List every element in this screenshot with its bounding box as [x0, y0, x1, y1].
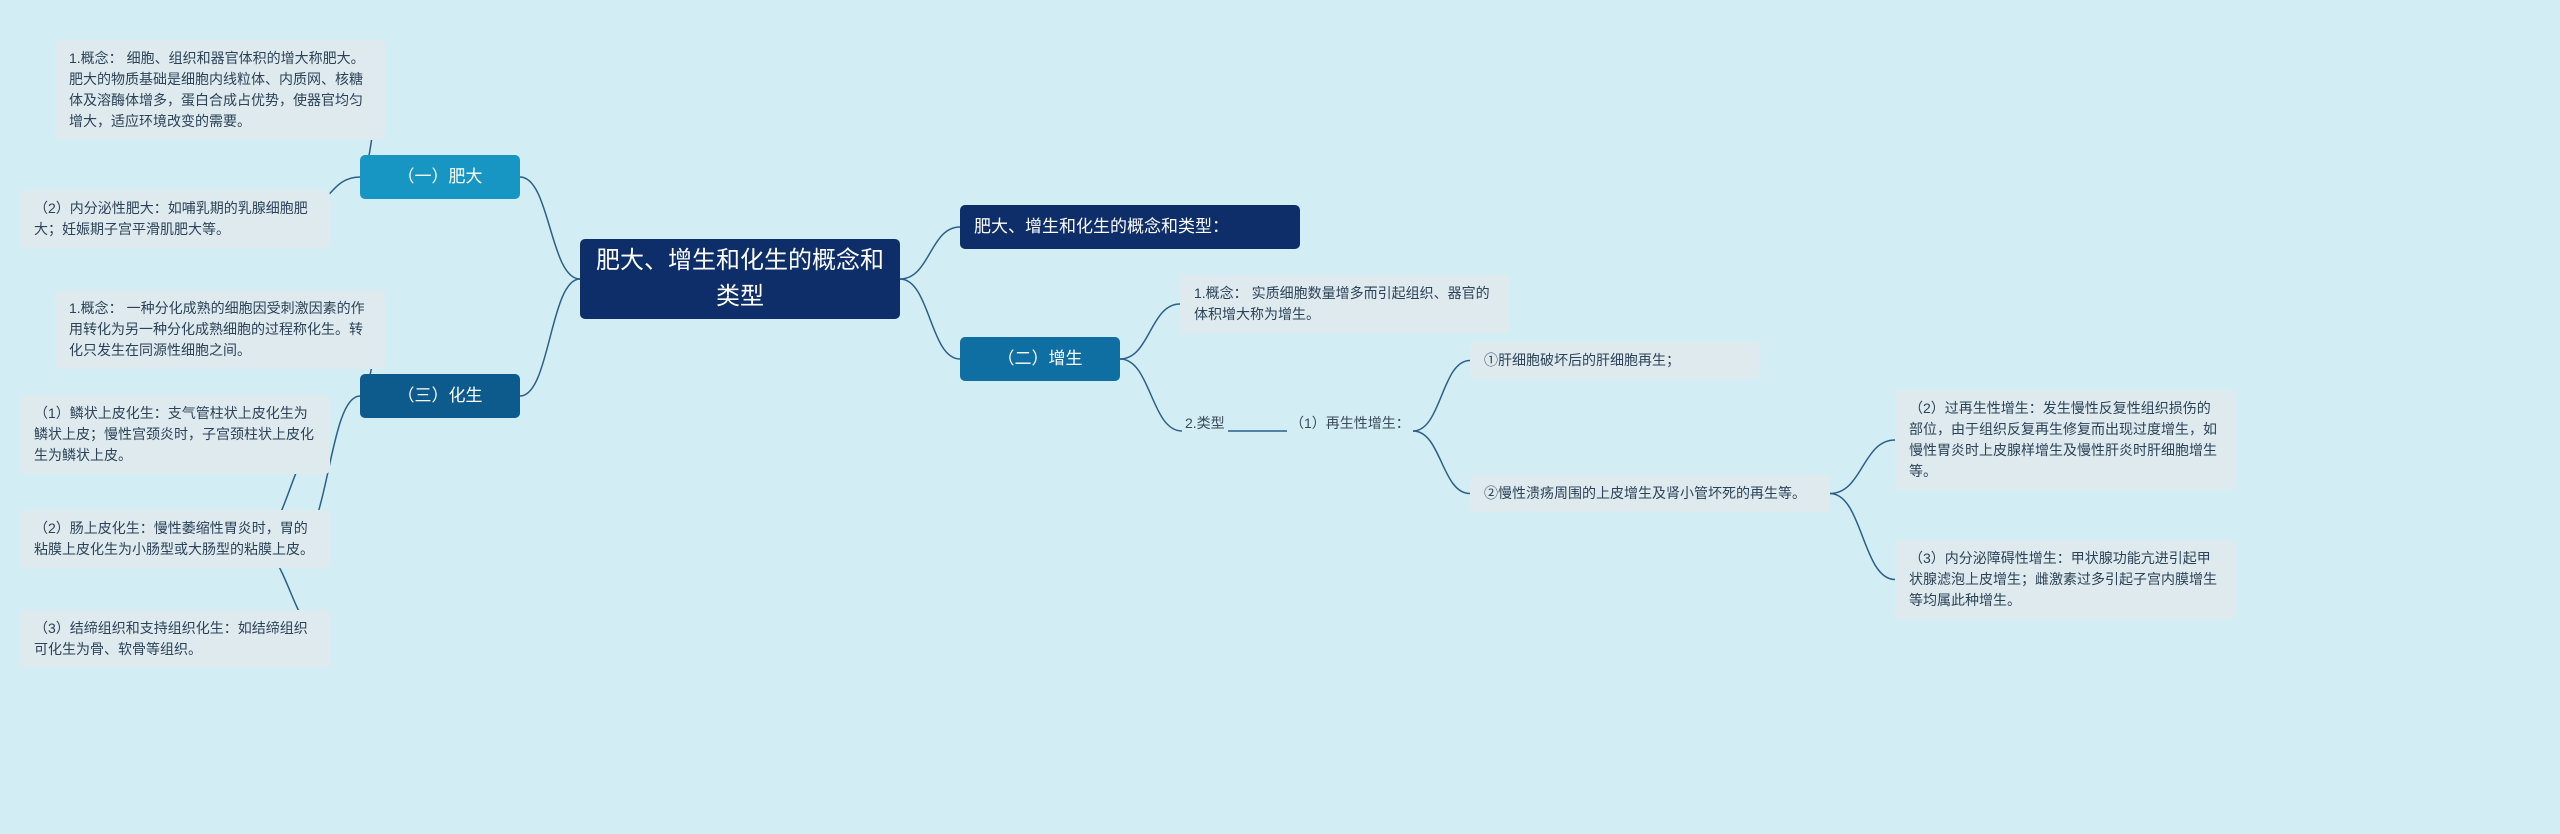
section-1-concept-text: 1.概念： 细胞、组织和器官体积的增大称肥大。肥大的物质基础是细胞内线粒体、内质…: [69, 48, 371, 132]
section-3-concept: 1.概念： 一种分化成熟的细胞因受刺激因素的作用转化为另一种分化成熟细胞的过程称…: [55, 290, 385, 369]
section-2-regen-item1-text: ①肝细胞破坏后的肝细胞再生；: [1484, 350, 1680, 371]
right-title-text: 肥大、增生和化生的概念和类型：: [974, 214, 1229, 240]
section-1-type-endocrine-text: （2）内分泌性肥大：如哺乳期的乳腺细胞肥大；妊娠期子宫平滑肌肥大等。: [34, 198, 316, 240]
root-node: 肥大、增生和化生的概念和类型: [580, 239, 900, 319]
section-2-concept: 1.概念： 实质细胞数量增多而引起组织、器官的体积增大称为增生。: [1180, 275, 1510, 333]
section-2-over-regen: （2）过再生性增生：发生慢性反复性组织损伤的部位，由于组织反复再生修复而出现过度…: [1895, 390, 2235, 490]
section-2-over-regen-text: （2）过再生性增生：发生慢性反复性组织损伤的部位，由于组织反复再生修复而出现过度…: [1909, 398, 2221, 482]
section-2-hyperplasia: （二）增生: [960, 337, 1120, 381]
section-2-title: （二）增生: [998, 346, 1083, 372]
section-2-regen-item2-text: ②慢性溃疡周围的上皮增生及肾小管坏死的再生等。: [1484, 483, 1806, 504]
section-1-title: （一）肥大: [398, 164, 483, 190]
section-1-hypertrophy: （一）肥大: [360, 155, 520, 199]
section-3-type-squamous: （1）鳞状上皮化生：支气管柱状上皮化生为鳞状上皮；慢性宫颈炎时，子宫颈柱状上皮化…: [20, 395, 330, 474]
section-3-title: （三）化生: [398, 383, 483, 409]
root-title: 肥大、增生和化生的概念和类型: [594, 243, 886, 315]
section-2-regen-label: （1）再生性增生：: [1290, 413, 1410, 433]
section-3-type-connective-text: （3）结缔组织和支持组织化生：如结缔组织可化生为骨、软骨等组织。: [34, 618, 316, 660]
section-3-metaplasia: （三）化生: [360, 374, 520, 418]
section-1-type-endocrine: （2）内分泌性肥大：如哺乳期的乳腺细胞肥大；妊娠期子宫平滑肌肥大等。: [20, 190, 330, 248]
section-3-type-intestinal-text: （2）肠上皮化生：慢性萎缩性胃炎时，胃的粘膜上皮化生为小肠型或大肠型的粘膜上皮。: [34, 518, 316, 560]
section-3-type-squamous-text: （1）鳞状上皮化生：支气管柱状上皮化生为鳞状上皮；慢性宫颈炎时，子宫颈柱状上皮化…: [34, 403, 316, 466]
section-2-endocrine-disorder: （3）内分泌障碍性增生：甲状腺功能亢进引起甲状腺滤泡上皮增生；雌激素过多引起子宫…: [1895, 540, 2235, 619]
right-title-box: 肥大、增生和化生的概念和类型：: [960, 205, 1300, 249]
section-3-concept-text: 1.概念： 一种分化成熟的细胞因受刺激因素的作用转化为另一种分化成熟细胞的过程称…: [69, 298, 371, 361]
section-1-concept: 1.概念： 细胞、组织和器官体积的增大称肥大。肥大的物质基础是细胞内线粒体、内质…: [55, 40, 385, 140]
section-3-type-intestinal: （2）肠上皮化生：慢性萎缩性胃炎时，胃的粘膜上皮化生为小肠型或大肠型的粘膜上皮。: [20, 510, 330, 568]
section-2-regen-item2: ②慢性溃疡周围的上皮增生及肾小管坏死的再生等。: [1470, 475, 1830, 512]
section-2-regen-item1: ①肝细胞破坏后的肝细胞再生；: [1470, 342, 1760, 379]
section-2-types-label: 2.类型: [1185, 413, 1225, 433]
section-2-concept-text: 1.概念： 实质细胞数量增多而引起组织、器官的体积增大称为增生。: [1194, 283, 1496, 325]
section-3-type-connective: （3）结缔组织和支持组织化生：如结缔组织可化生为骨、软骨等组织。: [20, 610, 330, 668]
section-2-endocrine-disorder-text: （3）内分泌障碍性增生：甲状腺功能亢进引起甲状腺滤泡上皮增生；雌激素过多引起子宫…: [1909, 548, 2221, 611]
